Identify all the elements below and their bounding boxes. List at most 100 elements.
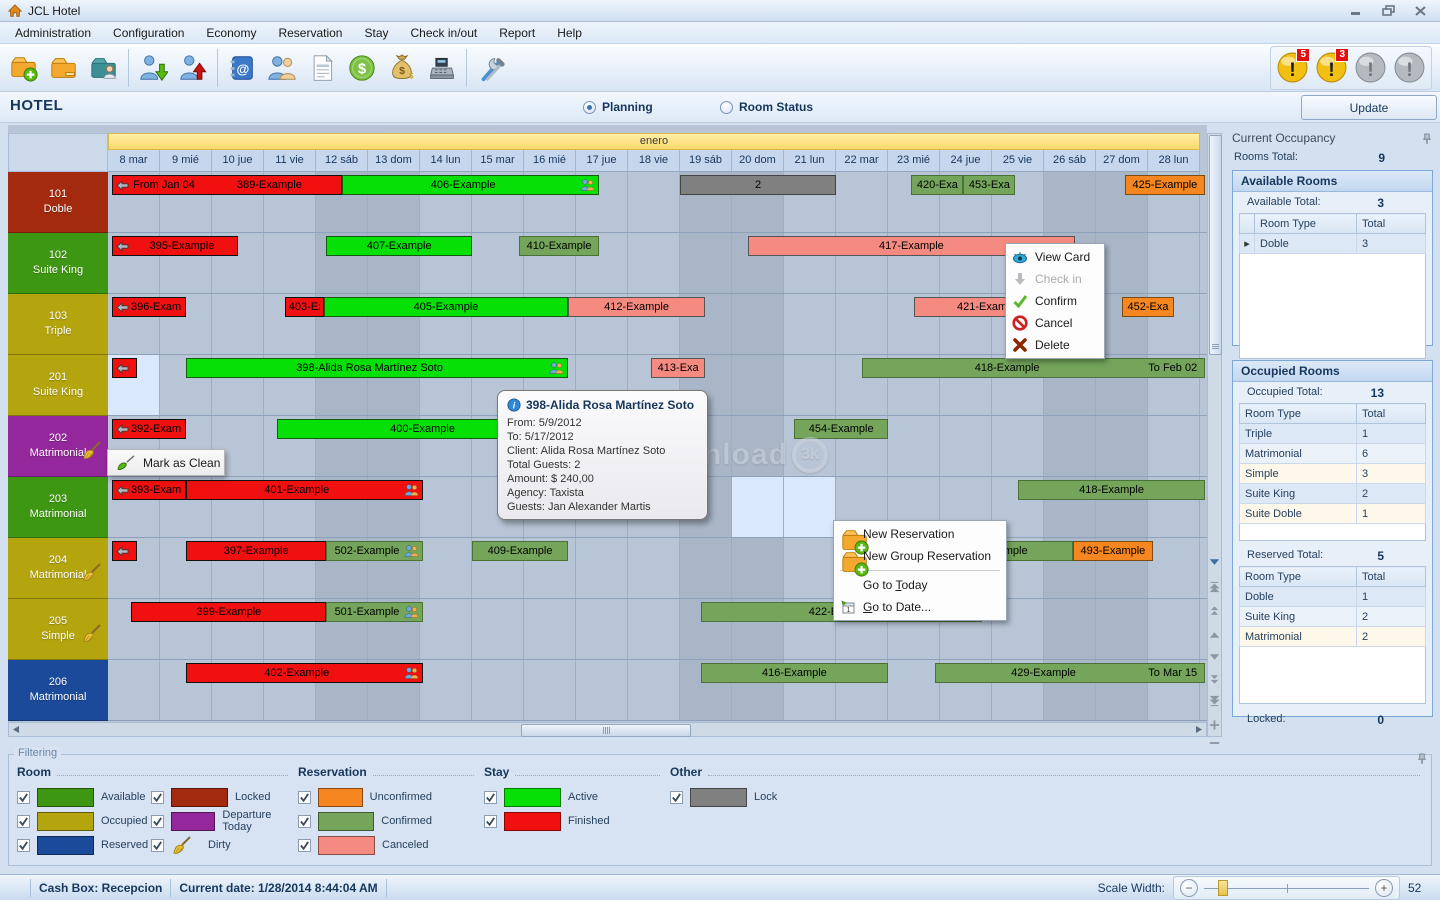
reservation-bar[interactable]: 406-Example <box>342 175 600 195</box>
grid-cell[interactable] <box>940 477 992 537</box>
grid-cell[interactable] <box>940 172 992 232</box>
grid-cell[interactable] <box>836 355 888 415</box>
menu-item-cancel[interactable]: Cancel <box>1006 312 1104 334</box>
reservation-bar[interactable]: 429-Example To Mar 15 <box>934 663 1206 683</box>
grid-cell[interactable] <box>160 294 212 354</box>
grid-cell[interactable] <box>264 599 316 659</box>
grid-cell[interactable] <box>576 172 628 232</box>
reservation-bar[interactable]: 407-Example <box>326 236 472 256</box>
grid-row-101[interactable]: From Jan 04 389-Example 406-Example 2 420-Ex… <box>108 172 1207 233</box>
checkbox-checked[interactable] <box>17 814 30 828</box>
menu-item-go-to-today[interactable]: Go to Today <box>834 574 1006 596</box>
reservation-bar[interactable]: 501-Example <box>326 602 423 622</box>
reservation-bar[interactable]: 398-Alida Rosa Martínez Soto <box>186 358 569 378</box>
grid-cell[interactable] <box>524 538 576 598</box>
menu-item-check-in-out[interactable]: Check in/out <box>410 25 478 40</box>
grid-cell[interactable] <box>888 416 940 476</box>
grid-cell[interactable] <box>212 233 264 293</box>
check-out-button[interactable] <box>173 47 213 89</box>
grid-cell[interactable] <box>732 294 784 354</box>
row-expand-icon[interactable] <box>1208 716 1221 733</box>
reservation-bar[interactable]: 395-Example <box>112 236 238 256</box>
grid-cell[interactable] <box>732 538 784 598</box>
checkbox-checked[interactable] <box>151 838 164 852</box>
grid-cell[interactable] <box>940 660 992 720</box>
grid-cell[interactable] <box>888 294 940 354</box>
scale-slider-thumb[interactable] <box>1218 879 1228 896</box>
checkbox-checked[interactable] <box>484 814 497 828</box>
grid-cell[interactable] <box>524 355 576 415</box>
grid-cell[interactable] <box>628 172 680 232</box>
grid-cell[interactable] <box>784 416 836 476</box>
grid-cell[interactable] <box>108 416 160 476</box>
scale-slider[interactable] <box>1204 879 1369 896</box>
grid-cell[interactable] <box>264 233 316 293</box>
grid-cell[interactable] <box>524 599 576 659</box>
menu-item-view-card[interactable]: View Card <box>1006 246 1104 268</box>
grid-cell[interactable] <box>264 660 316 720</box>
grid-cell[interactable] <box>1148 355 1200 415</box>
grid-row-204[interactable]: 397-Example 502-Example 409-Example mple 493… <box>108 538 1207 599</box>
reservation-bar[interactable]: 396-Exam <box>112 297 186 317</box>
grid-cell[interactable] <box>160 233 212 293</box>
grid-cell[interactable] <box>784 660 836 720</box>
reservation-bar[interactable]: 416-Example <box>700 663 888 683</box>
scroll-right-icon[interactable] <box>1192 723 1206 736</box>
horizontal-scroll-thumb[interactable] <box>521 724 691 737</box>
reservation-bar[interactable]: 418-Example To Feb 02 <box>862 358 1206 378</box>
grid-cell[interactable] <box>1148 477 1200 537</box>
room-cell-103[interactable]: 103 Triple <box>8 294 108 355</box>
alert-gold-button-2[interactable]: ! 3 <box>1313 47 1350 88</box>
minimize-icon[interactable] <box>1348 5 1364 17</box>
menu-item-administration[interactable]: Administration <box>15 25 92 40</box>
reservation-bar[interactable]: 412-Example <box>568 297 705 317</box>
menu-item-new-reservation[interactable]: New Reservation <box>834 523 1006 555</box>
grid-cell[interactable] <box>888 355 940 415</box>
reservation-bar[interactable]: 399-Example <box>131 602 327 622</box>
grid-cell[interactable] <box>108 233 160 293</box>
grid-row-202[interactable]: 392-Exam 400-Example 454-Example <box>108 416 1207 477</box>
grid-cell[interactable] <box>212 416 264 476</box>
grid-cell[interactable] <box>212 477 264 537</box>
grid-cell[interactable] <box>732 416 784 476</box>
alert-gold-button-1[interactable]: ! 5 <box>1274 47 1311 88</box>
row-collapse-icon[interactable] <box>1208 734 1221 751</box>
checkbox-checked[interactable] <box>151 790 164 804</box>
room-cell-203[interactable]: 203 Matrimonial <box>8 477 108 538</box>
planning-radio[interactable]: Planning <box>583 100 653 114</box>
reservation-bar[interactable]: 418-Example <box>1018 480 1206 500</box>
grid-cell[interactable] <box>160 172 212 232</box>
grid-cell[interactable] <box>472 355 524 415</box>
grid-cell[interactable] <box>108 599 160 659</box>
grid-row-201[interactable]: 398-Alida Rosa Martínez Soto 413-Exa 418-E… <box>108 355 1207 416</box>
reservation-bar[interactable]: 405-Example <box>323 297 569 317</box>
menu-item-confirm[interactable]: Confirm <box>1006 290 1104 312</box>
reservation-bar[interactable]: 413-Exa <box>651 358 705 378</box>
grid-cell[interactable] <box>992 538 1044 598</box>
reservation-bar[interactable]: 420-Exa <box>911 175 964 195</box>
grid-cell[interactable] <box>576 355 628 415</box>
grid-cell[interactable] <box>1148 660 1200 720</box>
grid-cell[interactable] <box>784 538 836 598</box>
grid-cell[interactable] <box>420 233 472 293</box>
grid-cell[interactable] <box>1148 294 1200 354</box>
grid-cell[interactable] <box>784 355 836 415</box>
guest-folder-button[interactable] <box>84 47 124 89</box>
room-cell-102[interactable]: 102 Suite King <box>8 233 108 294</box>
grid-cell[interactable] <box>524 233 576 293</box>
grid-cell[interactable] <box>108 538 160 598</box>
reservation-bar[interactable]: 392-Exam <box>112 419 186 439</box>
menu-item-new-group-reservation[interactable]: New Group Reservation <box>834 545 1006 577</box>
room-cell-204[interactable]: 204 Matrimonial <box>8 538 108 599</box>
menu-item-report[interactable]: Report <box>499 25 536 40</box>
grid-cell[interactable] <box>472 172 524 232</box>
alert-gray-button-4[interactable]: ! <box>1391 48 1428 88</box>
grid-cell[interactable] <box>108 660 160 720</box>
grid-cell[interactable] <box>784 294 836 354</box>
grid-cell[interactable] <box>784 172 836 232</box>
grid-cell[interactable] <box>108 294 160 354</box>
grid-cell[interactable] <box>1044 416 1096 476</box>
reservation-bar[interactable]: 502-Example <box>326 541 423 561</box>
grid-cell[interactable] <box>1148 538 1200 598</box>
